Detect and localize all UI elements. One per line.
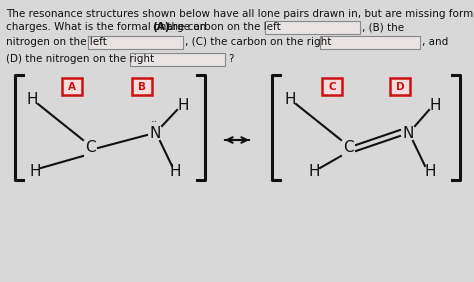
Text: ··: ·· [150, 117, 158, 127]
Text: H: H [429, 98, 441, 113]
Bar [132, 78, 152, 95]
Text: ?: ? [228, 54, 234, 64]
Text: The resonance structures shown below have all lone pairs drawn in, but are missi: The resonance structures shown below hav… [6, 9, 474, 19]
Text: H: H [29, 164, 41, 180]
Text: (D) the nitrogen on the right: (D) the nitrogen on the right [6, 54, 154, 64]
Bar [322, 78, 342, 95]
Text: , (B) the: , (B) the [362, 22, 404, 32]
Text: C: C [343, 140, 353, 155]
Bar [390, 78, 410, 95]
Text: (A): (A) [152, 22, 170, 32]
Bar [320, 36, 420, 49]
Text: H: H [169, 164, 181, 180]
Bar [265, 21, 360, 34]
Text: H: H [424, 164, 436, 180]
Text: C: C [85, 140, 95, 155]
Text: H: H [308, 164, 320, 180]
Text: , and: , and [422, 37, 448, 47]
Text: C: C [328, 81, 336, 91]
Text: charges. What is the formal charge on: charges. What is the formal charge on [6, 22, 210, 32]
Text: A: A [68, 81, 76, 91]
Text: H: H [26, 92, 38, 107]
Text: H: H [284, 92, 296, 107]
Text: D: D [396, 81, 404, 91]
Text: N: N [402, 125, 414, 140]
Text: B: B [138, 81, 146, 91]
Text: the carbon on the left: the carbon on the left [164, 22, 281, 32]
Text: H: H [177, 98, 189, 113]
Bar [62, 78, 82, 95]
Text: N: N [149, 125, 161, 140]
Text: , (C) the carbon on the right: , (C) the carbon on the right [185, 37, 331, 47]
Bar [88, 36, 183, 49]
Bar [130, 53, 225, 66]
Text: nitrogen on the left: nitrogen on the left [6, 37, 107, 47]
